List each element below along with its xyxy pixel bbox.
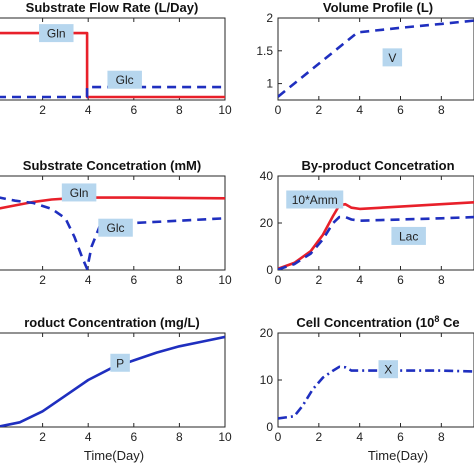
chart-title: Substrate Concetration (mM) <box>23 158 201 173</box>
plot-frame <box>277 17 474 101</box>
x-tick-label: 6 <box>397 103 404 117</box>
y-tick-label: 1.5 <box>256 44 273 58</box>
x-tick-label: 4 <box>85 103 92 117</box>
annotation-label: Glc <box>107 221 125 235</box>
x-tick-label: 10 <box>218 103 232 117</box>
panel-3: Substrate Concetration (mM) 2 4 6 8 10 Gln Glc <box>0 158 232 287</box>
y-tick-label: 2 <box>266 11 273 25</box>
series-line-x <box>278 365 474 420</box>
annotation-box <box>378 360 398 379</box>
annotation-label: 10*Amm <box>292 193 338 207</box>
y-tick-label: 20 <box>260 216 274 230</box>
y-tick-label: 0 <box>266 420 273 434</box>
chart-title-suffix: Ce <box>439 315 459 330</box>
x-tick-label: 2 <box>315 103 322 117</box>
annotation-label: Lac <box>399 229 418 243</box>
series-line-lac <box>278 215 474 270</box>
x-tick-label: 6 <box>130 273 137 287</box>
panel-1: Substrate Flow Rate (L/Day) 2 4 6 8 10 Gln Glc <box>0 0 232 117</box>
panel-4: By-product Concetration 0 2 4 6 8 0 20 40 10*Amm L… <box>260 158 474 287</box>
annotation-box <box>382 48 403 67</box>
x-tick-label: 10 <box>218 430 232 444</box>
annotation-label: Gln <box>70 186 89 200</box>
x-tick-label: 2 <box>39 273 46 287</box>
x-tick-label: 8 <box>438 103 445 117</box>
annotation-label: Glc <box>116 73 134 87</box>
annotation-label: V <box>388 51 396 65</box>
x-tick-label: 8 <box>438 430 445 444</box>
x-tick-label: 8 <box>176 430 183 444</box>
annotation-label: Gln <box>47 27 66 41</box>
x-tick-label: 4 <box>356 273 363 287</box>
chart-title-text: Substrate Flow Rate (L/Day) <box>26 0 199 15</box>
plot-frame <box>0 17 226 101</box>
chart-title-text: Substrate Concetration (mM) <box>23 158 201 173</box>
panel-6: Cell Concentration (108 Ce0 2 4 6 801020XTim… <box>260 314 474 463</box>
annotation-box <box>98 218 133 237</box>
chart-title-text: By-product Concetration <box>301 158 454 173</box>
x-tick-label: 2 <box>39 430 46 444</box>
x-tick-label: 4 <box>85 273 92 287</box>
annotation-box <box>107 70 142 89</box>
x-tick-label: 10 <box>218 273 232 287</box>
x-tick-label: 4 <box>356 430 363 444</box>
annotation-box <box>39 24 74 43</box>
panel-2: Volume Profile (L) 0 2 4 6 8 1 1.5 2 V <box>256 0 474 117</box>
x-tick-label: 6 <box>397 430 404 444</box>
x-axis-label: Time(Day) <box>84 448 144 463</box>
x-tick-label: 0 <box>275 103 282 117</box>
panel-5: roduct Concentration (mg/L) 2 4 6 8 10 P Time(D… <box>0 315 232 463</box>
series-line-p <box>0 335 225 427</box>
x-tick-label: 6 <box>130 103 137 117</box>
chart-title: Volume Profile (L) <box>323 0 433 15</box>
y-tick-label: 20 <box>260 326 274 340</box>
annotation-label: X <box>384 363 392 377</box>
y-tick-label: 1 <box>266 77 273 91</box>
chart-title-text: Volume Profile (L) <box>323 0 433 15</box>
annotation-label: P <box>116 356 124 370</box>
chart-title-text: roduct Concentration (mg/L) <box>24 315 200 330</box>
plot-frame <box>0 332 226 428</box>
x-tick-label: 2 <box>315 273 322 287</box>
series-line-glc <box>0 85 225 99</box>
chart-title: roduct Concentration (mg/L) <box>24 315 200 330</box>
annotation-box <box>61 183 97 202</box>
chart-title: Cell Concentration (108 Ce <box>296 314 459 330</box>
x-tick-label: 8 <box>176 273 183 287</box>
y-tick-label: 0 <box>266 263 273 277</box>
x-tick-label: 4 <box>356 103 363 117</box>
x-tick-label: 6 <box>397 273 404 287</box>
chart-title: Substrate Flow Rate (L/Day) <box>26 0 199 15</box>
chart-title: By-product Concetration <box>301 158 454 173</box>
chart-title-text: Cell Concentration (10 <box>296 315 434 330</box>
annotation-box <box>110 353 130 372</box>
x-axis-label: Time(Day) <box>368 448 428 463</box>
x-tick-label: 6 <box>130 430 137 444</box>
x-tick-label: 4 <box>85 430 92 444</box>
y-tick-label: 10 <box>260 373 274 387</box>
series-line-v <box>278 19 474 98</box>
x-tick-label: 0 <box>275 273 282 287</box>
x-tick-label: 2 <box>39 103 46 117</box>
plot-frame <box>0 175 226 271</box>
series-line-10-amm <box>278 201 474 270</box>
chart-title-superscript: 8 <box>434 314 439 324</box>
x-tick-label: 2 <box>315 430 322 444</box>
y-tick-label: 40 <box>260 169 274 183</box>
annotation-box <box>286 190 344 209</box>
x-tick-label: 0 <box>275 430 282 444</box>
x-tick-label: 8 <box>176 103 183 117</box>
x-tick-label: 8 <box>438 273 445 287</box>
plot-frame <box>277 332 474 428</box>
annotation-box <box>391 226 426 245</box>
